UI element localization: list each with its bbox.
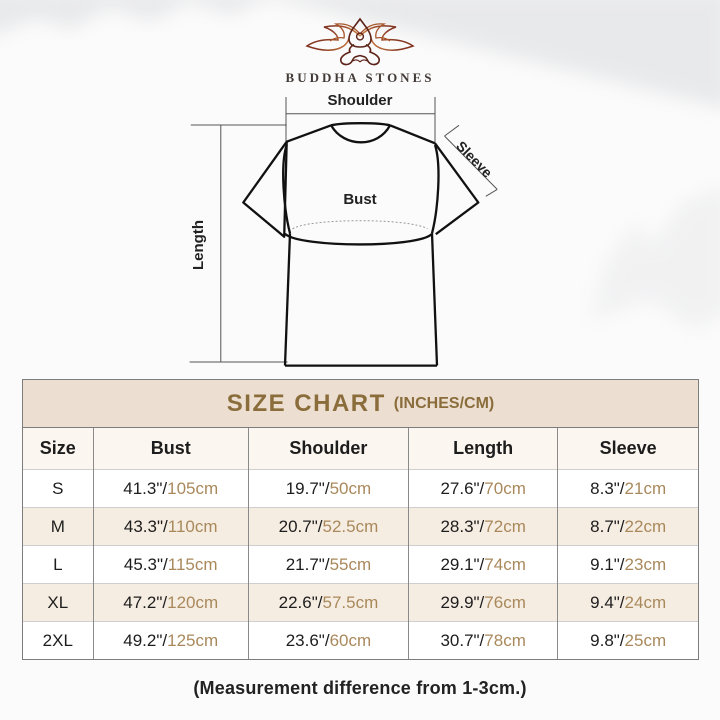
svg-text:Sleeve: Sleeve — [453, 138, 496, 181]
svg-text:Bust: Bust — [343, 191, 376, 208]
svg-text:Length: Length — [190, 220, 207, 270]
svg-text:Shoulder: Shoulder — [327, 92, 392, 109]
